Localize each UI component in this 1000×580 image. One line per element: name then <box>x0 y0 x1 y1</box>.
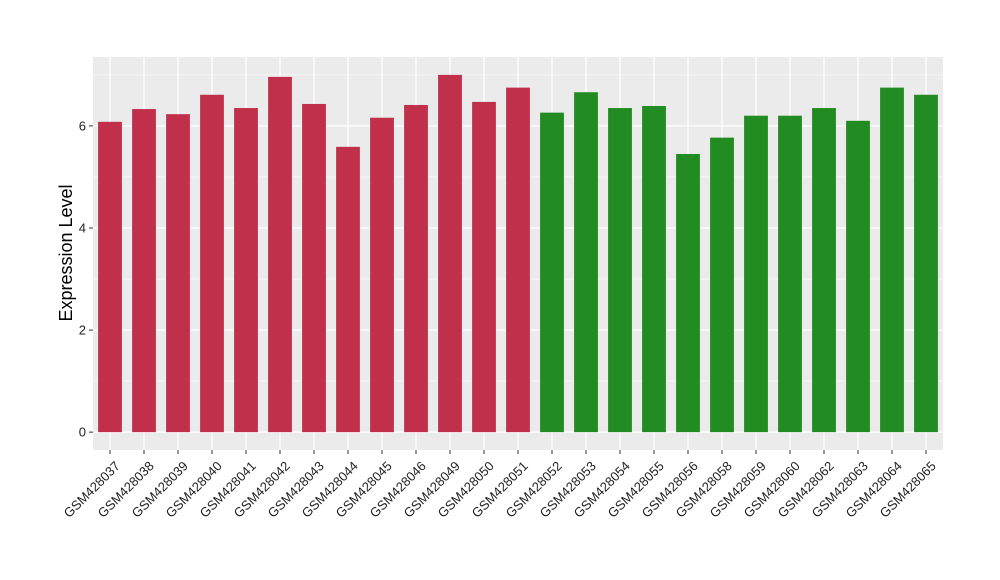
bar-GSM428045 <box>370 117 394 433</box>
bar-GSM428052 <box>540 112 564 433</box>
bars <box>98 74 938 433</box>
bar-GSM428037 <box>98 121 122 433</box>
y-tick-label: 6 <box>79 118 86 133</box>
bar-GSM428063 <box>846 120 870 433</box>
y-axis-title: Expression Level <box>56 184 76 321</box>
x-axis: GSM428037GSM428038GSM428039GSM428040GSM4… <box>61 450 939 521</box>
bar-GSM428049 <box>438 74 462 433</box>
bar-GSM428039 <box>166 114 190 433</box>
bar-GSM428040 <box>200 94 224 433</box>
bar-GSM428042 <box>268 76 292 433</box>
bar-GSM428041 <box>234 108 258 433</box>
bar-GSM428054 <box>608 108 632 433</box>
y-tick-label: 2 <box>79 323 86 338</box>
bar-GSM428051 <box>506 87 530 433</box>
bar-GSM428038 <box>132 109 156 433</box>
bar-GSM428059 <box>744 115 768 433</box>
y-axis: 0 2 4 6 <box>79 118 93 440</box>
bar-GSM428056 <box>676 153 700 433</box>
bar-GSM428053 <box>574 92 598 433</box>
bar-GSM428062 <box>812 108 836 433</box>
bar-GSM428055 <box>642 105 666 433</box>
y-tick-label: 0 <box>79 425 86 440</box>
bar-GSM428044 <box>336 146 360 433</box>
bar-GSM428065 <box>914 94 938 433</box>
bar-GSM428064 <box>880 87 904 433</box>
y-tick-label: 4 <box>79 220 86 235</box>
bar-GSM428060 <box>778 115 802 433</box>
bar-GSM428050 <box>472 101 496 433</box>
bar-GSM428043 <box>302 103 326 433</box>
bar-GSM428058 <box>710 137 734 433</box>
bar-GSM428046 <box>404 104 428 433</box>
